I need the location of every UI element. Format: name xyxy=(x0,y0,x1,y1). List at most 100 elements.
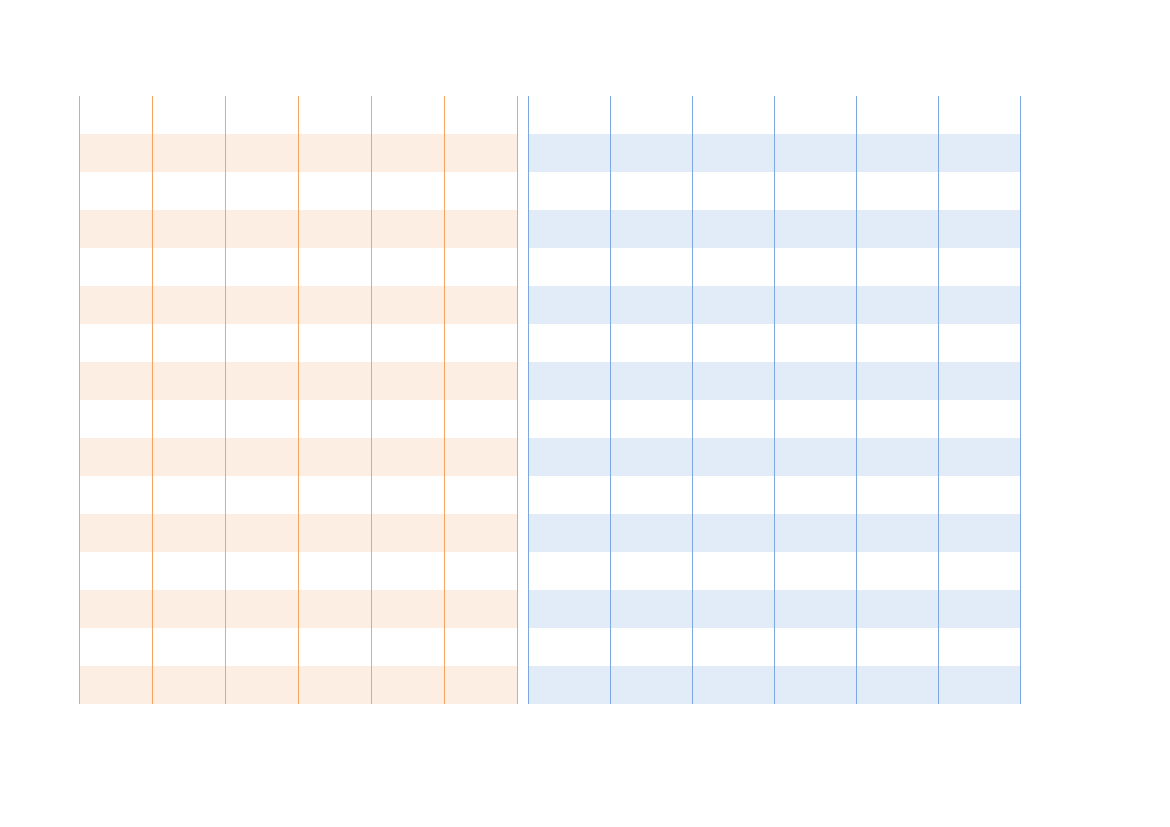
table-cell[interactable] xyxy=(80,666,153,704)
table-cell[interactable] xyxy=(153,286,226,324)
table-cell[interactable] xyxy=(857,400,939,438)
table-cell[interactable] xyxy=(857,172,939,210)
table-cell[interactable] xyxy=(939,210,1021,248)
table-cell[interactable] xyxy=(611,134,693,172)
table-cell[interactable] xyxy=(857,286,939,324)
table-cell[interactable] xyxy=(299,362,372,400)
table-cell[interactable] xyxy=(939,628,1021,666)
table-cell[interactable] xyxy=(80,210,153,248)
table-cell[interactable] xyxy=(939,666,1021,704)
table-cell[interactable] xyxy=(445,666,518,704)
table-cell[interactable] xyxy=(80,362,153,400)
table-cell[interactable] xyxy=(80,172,153,210)
table-cell[interactable] xyxy=(775,514,857,552)
table-cell[interactable] xyxy=(529,286,611,324)
table-cell[interactable] xyxy=(299,666,372,704)
table-cell[interactable] xyxy=(939,552,1021,590)
table-cell[interactable] xyxy=(611,172,693,210)
table-cell[interactable] xyxy=(80,134,153,172)
table-cell[interactable] xyxy=(775,438,857,476)
table-cell[interactable] xyxy=(80,400,153,438)
table-cell[interactable] xyxy=(611,666,693,704)
table-cell[interactable] xyxy=(226,96,299,134)
table-cell[interactable] xyxy=(226,590,299,628)
table-cell[interactable] xyxy=(529,438,611,476)
table-cell[interactable] xyxy=(299,210,372,248)
table-cell[interactable] xyxy=(226,172,299,210)
table-cell[interactable] xyxy=(611,514,693,552)
table-cell[interactable] xyxy=(611,628,693,666)
table-cell[interactable] xyxy=(80,514,153,552)
table-cell[interactable] xyxy=(445,400,518,438)
table-cell[interactable] xyxy=(445,210,518,248)
table-cell[interactable] xyxy=(153,552,226,590)
table-cell[interactable] xyxy=(693,438,775,476)
table-cell[interactable] xyxy=(299,476,372,514)
table-cell[interactable] xyxy=(529,666,611,704)
table-cell[interactable] xyxy=(372,324,445,362)
table-cell[interactable] xyxy=(775,628,857,666)
table-cell[interactable] xyxy=(939,96,1021,134)
table-cell[interactable] xyxy=(226,666,299,704)
table-cell[interactable] xyxy=(153,476,226,514)
table-cell[interactable] xyxy=(226,400,299,438)
table-cell[interactable] xyxy=(693,628,775,666)
table-cell[interactable] xyxy=(153,438,226,476)
table-cell[interactable] xyxy=(372,96,445,134)
table-cell[interactable] xyxy=(775,476,857,514)
table-cell[interactable] xyxy=(153,210,226,248)
table-cell[interactable] xyxy=(775,324,857,362)
table-cell[interactable] xyxy=(693,324,775,362)
table-cell[interactable] xyxy=(693,210,775,248)
table-cell[interactable] xyxy=(226,476,299,514)
table-cell[interactable] xyxy=(693,134,775,172)
table-cell[interactable] xyxy=(80,476,153,514)
table-cell[interactable] xyxy=(611,96,693,134)
table-cell[interactable] xyxy=(299,514,372,552)
table-cell[interactable] xyxy=(226,210,299,248)
table-cell[interactable] xyxy=(611,248,693,286)
table-cell[interactable] xyxy=(775,552,857,590)
table-cell[interactable] xyxy=(857,248,939,286)
table-cell[interactable] xyxy=(372,438,445,476)
table-cell[interactable] xyxy=(529,552,611,590)
table-cell[interactable] xyxy=(226,362,299,400)
table-cell[interactable] xyxy=(445,248,518,286)
table-cell[interactable] xyxy=(372,514,445,552)
table-cell[interactable] xyxy=(939,476,1021,514)
table-cell[interactable] xyxy=(857,438,939,476)
table-cell[interactable] xyxy=(299,134,372,172)
table-cell[interactable] xyxy=(299,248,372,286)
table-cell[interactable] xyxy=(529,172,611,210)
table-cell[interactable] xyxy=(775,362,857,400)
table-cell[interactable] xyxy=(372,666,445,704)
table-cell[interactable] xyxy=(299,172,372,210)
table-cell[interactable] xyxy=(80,324,153,362)
table-cell[interactable] xyxy=(775,400,857,438)
table-cell[interactable] xyxy=(153,324,226,362)
table-cell[interactable] xyxy=(939,438,1021,476)
table-cell[interactable] xyxy=(529,362,611,400)
table-cell[interactable] xyxy=(226,514,299,552)
table-cell[interactable] xyxy=(372,400,445,438)
table-cell[interactable] xyxy=(299,400,372,438)
table-cell[interactable] xyxy=(80,96,153,134)
table-cell[interactable] xyxy=(372,134,445,172)
table-cell[interactable] xyxy=(226,552,299,590)
table-cell[interactable] xyxy=(611,552,693,590)
table-cell[interactable] xyxy=(445,514,518,552)
table-cell[interactable] xyxy=(226,438,299,476)
table-cell[interactable] xyxy=(445,476,518,514)
table-cell[interactable] xyxy=(153,248,226,286)
table-cell[interactable] xyxy=(857,590,939,628)
table-cell[interactable] xyxy=(939,400,1021,438)
table-cell[interactable] xyxy=(372,476,445,514)
table-cell[interactable] xyxy=(857,96,939,134)
table-cell[interactable] xyxy=(445,96,518,134)
table-cell[interactable] xyxy=(372,552,445,590)
table-cell[interactable] xyxy=(153,514,226,552)
table-cell[interactable] xyxy=(775,210,857,248)
table-cell[interactable] xyxy=(80,438,153,476)
table-cell[interactable] xyxy=(939,172,1021,210)
table-cell[interactable] xyxy=(939,514,1021,552)
